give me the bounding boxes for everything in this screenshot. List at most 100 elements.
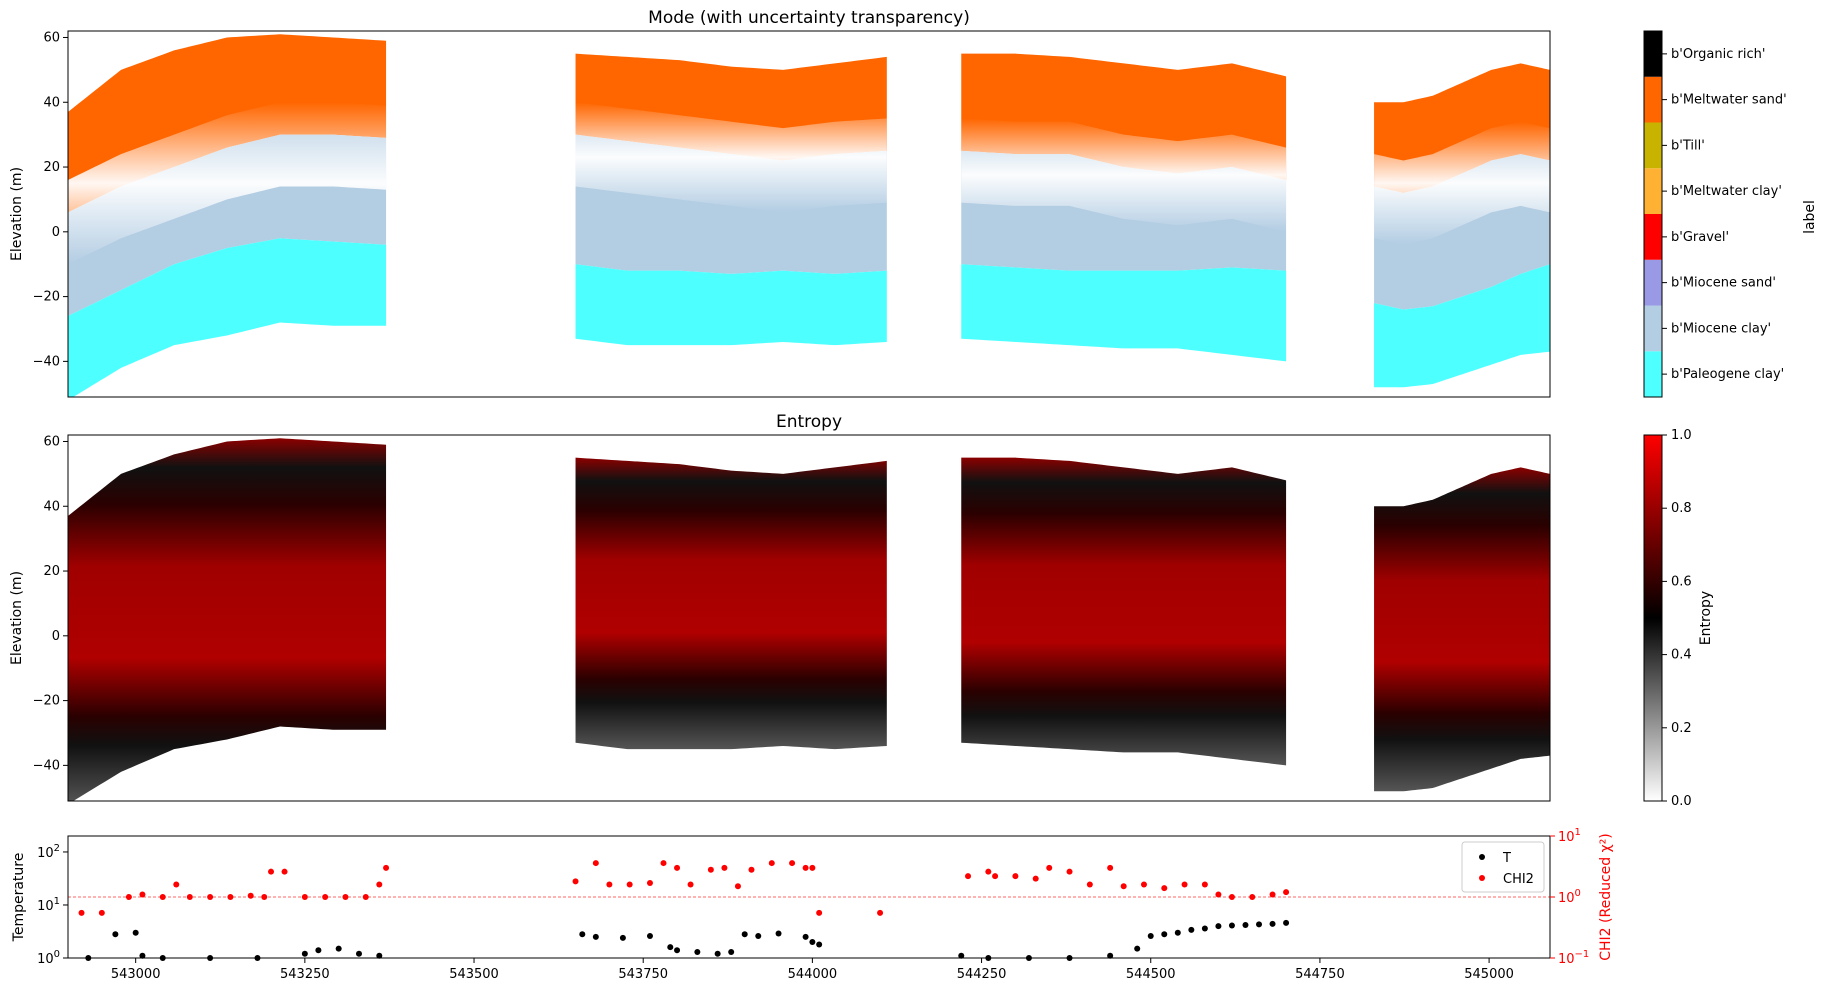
point-t — [376, 952, 383, 959]
point-chi2 — [646, 879, 653, 886]
point-chi2 — [965, 873, 972, 880]
point-t — [1201, 925, 1208, 932]
mode-layer-2-2 — [961, 264, 1287, 362]
point-t — [132, 929, 139, 936]
point-t — [816, 941, 823, 948]
point-chi2 — [1086, 881, 1093, 888]
colorbar-class-label: b'Gravel' — [1671, 230, 1729, 245]
point-t — [741, 931, 748, 938]
point-chi2 — [247, 892, 254, 899]
entropy-colorbar — [1643, 434, 1663, 802]
point-t — [674, 947, 681, 954]
point-chi2 — [721, 864, 728, 871]
x-tick-label: 545000 — [1464, 967, 1514, 982]
point-t — [802, 933, 809, 940]
mode-axes-frame — [67, 30, 1551, 398]
point-chi2 — [159, 894, 166, 900]
mode-y-tick-label: 20 — [43, 160, 60, 175]
point-chi2 — [78, 909, 85, 916]
point-chi2 — [301, 894, 308, 900]
point-chi2 — [1107, 864, 1114, 871]
entropy-axes-frame — [67, 434, 1551, 802]
point-chi2 — [342, 894, 349, 900]
colorbar-class-label: b'Paleogene clay' — [1671, 367, 1784, 382]
colorbar-swatch — [1644, 122, 1662, 169]
y-right-tick-label: 10−1 — [1558, 949, 1589, 967]
point-chi2 — [992, 873, 999, 880]
point-chi2 — [707, 866, 714, 873]
point-chi2 — [186, 894, 193, 900]
point-chi2 — [674, 864, 681, 871]
x-tick-label: 544750 — [1295, 967, 1345, 982]
point-chi2 — [1012, 873, 1019, 880]
colorbar-class-label: b'Organic rich' — [1671, 47, 1765, 62]
entropy-segment-2 — [961, 457, 1287, 766]
mode-y-tick-label: 0 — [52, 225, 60, 240]
legend-label-chi2: CHI2 — [1503, 872, 1534, 887]
point-chi2 — [985, 868, 992, 875]
point-t — [1283, 919, 1290, 926]
mode-layer-0-2 — [68, 238, 387, 397]
colorbar-swatch — [1644, 305, 1662, 352]
x-tick-label: 543500 — [449, 967, 499, 982]
entropy-y-tick-label: 40 — [43, 499, 60, 514]
mode-y-axis-label: Elevation (m) — [9, 167, 25, 261]
entropy-colorbar-tick-label: 0.0 — [1671, 794, 1692, 809]
entropy-y-axis: −40 −20 0 20 40 60 — [33, 434, 68, 773]
point-t — [1161, 931, 1168, 938]
entropy-plot-area — [68, 438, 1550, 801]
entropy-colorbar-ticks: 0.0 0.2 0.4 0.6 0.8 1.0 — [1662, 428, 1692, 809]
point-chi2 — [139, 891, 146, 898]
point-chi2 — [227, 894, 234, 900]
colorbar-swatch — [1644, 259, 1662, 306]
point-chi2 — [877, 909, 884, 916]
y-right-tick-label: 100 — [1558, 888, 1581, 906]
point-chi2 — [1140, 881, 1147, 888]
point-t — [619, 934, 626, 941]
point-chi2 — [1046, 864, 1053, 871]
point-chi2 — [572, 878, 579, 885]
entropy-y-tick-label: 0 — [52, 629, 60, 644]
scatter-right-axis-label: CHI2 (Reduced χ²) — [1598, 833, 1614, 961]
point-t — [1134, 945, 1141, 952]
point-t — [728, 948, 735, 955]
entropy-segment-0 — [68, 438, 387, 801]
point-t — [809, 939, 816, 946]
scatter-y-axis-right: 10−1 100 101 — [1550, 827, 1589, 967]
point-t — [1228, 922, 1235, 929]
colorbar-swatch — [1644, 214, 1662, 260]
point-chi2 — [1181, 881, 1188, 888]
point-chi2 — [98, 909, 105, 916]
colorbar-frame — [1643, 30, 1663, 398]
point-t — [667, 944, 674, 951]
point-t — [1188, 926, 1195, 933]
point-t — [335, 945, 342, 952]
entropy-y-tick-label: 20 — [43, 564, 60, 579]
colorbar-swatch — [1644, 31, 1662, 77]
colorbar-class-label: b'Meltwater sand' — [1671, 93, 1787, 108]
point-t — [1242, 921, 1249, 928]
x-tick-label: 543000 — [111, 967, 161, 982]
colorbar-class-label: b'Meltwater clay' — [1671, 184, 1782, 199]
point-t — [1215, 923, 1222, 930]
point-chi2 — [1228, 894, 1235, 900]
entropy-segment-1 — [575, 457, 887, 750]
colorbar-swatch — [1644, 351, 1662, 397]
mode-y-tick-label: −20 — [33, 290, 60, 305]
point-t — [755, 932, 762, 939]
entropy-y-tick-label: −40 — [33, 758, 60, 773]
point-chi2 — [125, 894, 132, 900]
entropy-colorbar-label: Entropy — [1698, 591, 1714, 645]
entropy-y-axis-label: Elevation (m) — [9, 571, 25, 665]
colorbar-class-label: b'Miocene sand' — [1671, 276, 1776, 291]
point-chi2 — [1201, 881, 1208, 888]
point-chi2 — [1161, 885, 1168, 892]
point-chi2 — [592, 860, 599, 867]
entropy-colorbar-tick-label: 0.2 — [1671, 721, 1692, 736]
mode-title: Mode (with uncertainty transparency) — [648, 8, 970, 28]
point-t — [112, 931, 119, 938]
y-left-tick-label: 100 — [37, 949, 60, 967]
point-t — [1174, 929, 1181, 936]
colorbar-swatch — [1644, 76, 1662, 123]
